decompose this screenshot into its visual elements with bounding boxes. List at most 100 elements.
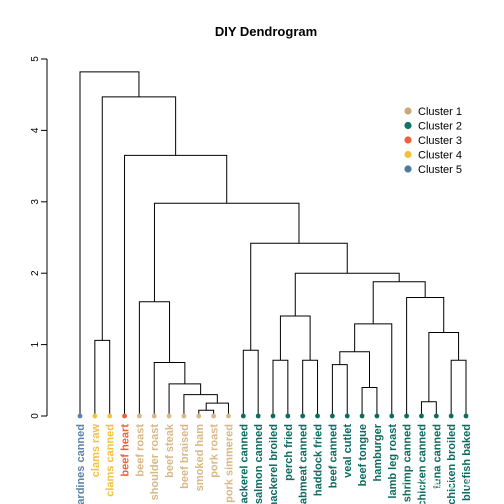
dendrogram-link — [79, 71, 140, 416]
leaf-label: beef heart — [120, 424, 132, 477]
leaf-point — [181, 413, 187, 419]
leaf-label: clams raw — [90, 424, 102, 478]
leaf-label: hamburger — [372, 423, 384, 481]
watermark: 医学和生信笔记 — [410, 476, 487, 490]
dendrogram-link — [339, 351, 370, 388]
leaf-point — [404, 413, 410, 419]
leaf-point — [255, 413, 261, 419]
leaf-label: pork simmered — [223, 424, 235, 503]
leaf-point — [211, 413, 217, 419]
dendrogram-link — [428, 331, 460, 402]
legend-label: Cluster 4 — [418, 150, 462, 162]
leaf-point — [92, 413, 98, 419]
leaf-label: sardines canned — [75, 424, 87, 504]
leaf-label: mackerel broiled — [268, 424, 280, 504]
leaf-point — [359, 413, 365, 419]
legend-label: Cluster 1 — [418, 106, 462, 118]
chart-title: DIY Dendrogram — [215, 24, 317, 39]
leaf-point — [300, 413, 306, 419]
leaf-label: shoulder roast — [149, 424, 161, 501]
dendrogram-link — [354, 323, 393, 416]
leaf-label: salmon canned — [253, 424, 265, 504]
leaf-label: smoked ham — [194, 424, 206, 491]
leaf-label: lamb leg roast — [387, 424, 399, 499]
leaf-point — [240, 413, 246, 419]
dendrogram-link — [205, 402, 229, 416]
watermark-text: 医学和生信笔记 — [410, 476, 487, 490]
leaf-label: veal cutlet — [342, 424, 354, 478]
leaf-point — [226, 413, 231, 419]
leaf-point — [151, 413, 157, 419]
legend-label: Cluster 5 — [418, 164, 462, 176]
leaf-point — [448, 413, 454, 419]
legend-swatch — [404, 150, 412, 159]
legend-swatch — [404, 121, 412, 130]
leaf-points — [77, 413, 469, 419]
leaf-label: pork roast — [209, 424, 221, 478]
leaf-point — [285, 413, 291, 419]
leaf-label: chicken broiled — [446, 424, 458, 504]
y-tick-label: 1 — [30, 341, 41, 347]
dendrogram-link — [294, 272, 400, 317]
dendrogram-link — [406, 296, 445, 416]
leaf-label: perch fried — [283, 424, 295, 481]
y-tick-label: 0 — [30, 413, 41, 419]
leaf-label: beef roast — [134, 424, 146, 477]
leaf-point — [344, 413, 350, 419]
dendrogram-link — [183, 394, 218, 416]
dendrogram-link — [250, 242, 348, 351]
leaf-point — [107, 413, 113, 419]
dendrogram-link — [420, 401, 437, 416]
leaf-point — [315, 413, 320, 419]
leaf-point — [136, 413, 142, 419]
legend-swatch — [404, 136, 412, 144]
dendrogram-links — [79, 71, 467, 416]
leaf-point — [196, 413, 202, 419]
dendrogram-link — [272, 359, 289, 416]
legend-swatch — [404, 107, 412, 115]
dendrogram-link — [361, 386, 378, 416]
leaf-label: beef canned — [327, 424, 339, 488]
y-tick-label: 4 — [30, 127, 41, 133]
leaf-labels: sardines canned clams raw clams canned beef… — [75, 423, 473, 504]
leaf-label: mackerel canned — [238, 424, 250, 504]
dendrogram-link — [279, 315, 311, 361]
leaf-point — [77, 413, 83, 419]
leaf-point — [270, 413, 276, 419]
leaf-label: clams canned — [105, 424, 117, 497]
leaf-point — [166, 413, 172, 419]
y-axis: 0 1 2 3 4 5 — [30, 56, 48, 419]
leaf-point — [463, 413, 469, 419]
leaf-label: beef braised — [179, 424, 191, 489]
dendrogram-link — [331, 364, 348, 416]
dendrogram-link — [153, 202, 300, 302]
leaf-point — [329, 413, 335, 419]
leaf-label: shrimp canned — [402, 424, 414, 502]
legend-label: Cluster 3 — [418, 135, 462, 147]
leaf-point — [122, 413, 127, 419]
leaf-point — [433, 413, 439, 419]
legend: Cluster 1 Cluster 2 Cluster 3 Cluster 4 Clus… — [404, 106, 462, 176]
leaf-point — [419, 413, 424, 419]
dendrogram-link — [94, 339, 111, 416]
leaf-label: tuna canned — [431, 424, 443, 489]
dendrogram-link — [168, 383, 202, 416]
leaf-label: haddock fried — [313, 424, 325, 496]
leaf-label: crabmeat canned — [298, 424, 310, 504]
dendrogram-link — [450, 359, 467, 416]
y-tick-label: 5 — [30, 56, 41, 62]
dendrogram-link — [372, 281, 426, 324]
dendrogram-link — [302, 359, 319, 416]
leaf-point — [374, 413, 380, 419]
y-tick-label: 3 — [30, 199, 41, 205]
y-tick-label: 2 — [30, 270, 41, 276]
leaf-label: beef steak — [164, 423, 176, 478]
legend-label: Cluster 2 — [418, 121, 462, 133]
leaf-label: beef tongue — [357, 424, 369, 486]
leaf-label: chicken canned — [416, 424, 428, 504]
leaf-point — [389, 413, 395, 419]
legend-swatch — [404, 165, 412, 173]
dendrogram-link — [242, 349, 259, 416]
leaf-label: bluefish baked — [461, 424, 473, 501]
